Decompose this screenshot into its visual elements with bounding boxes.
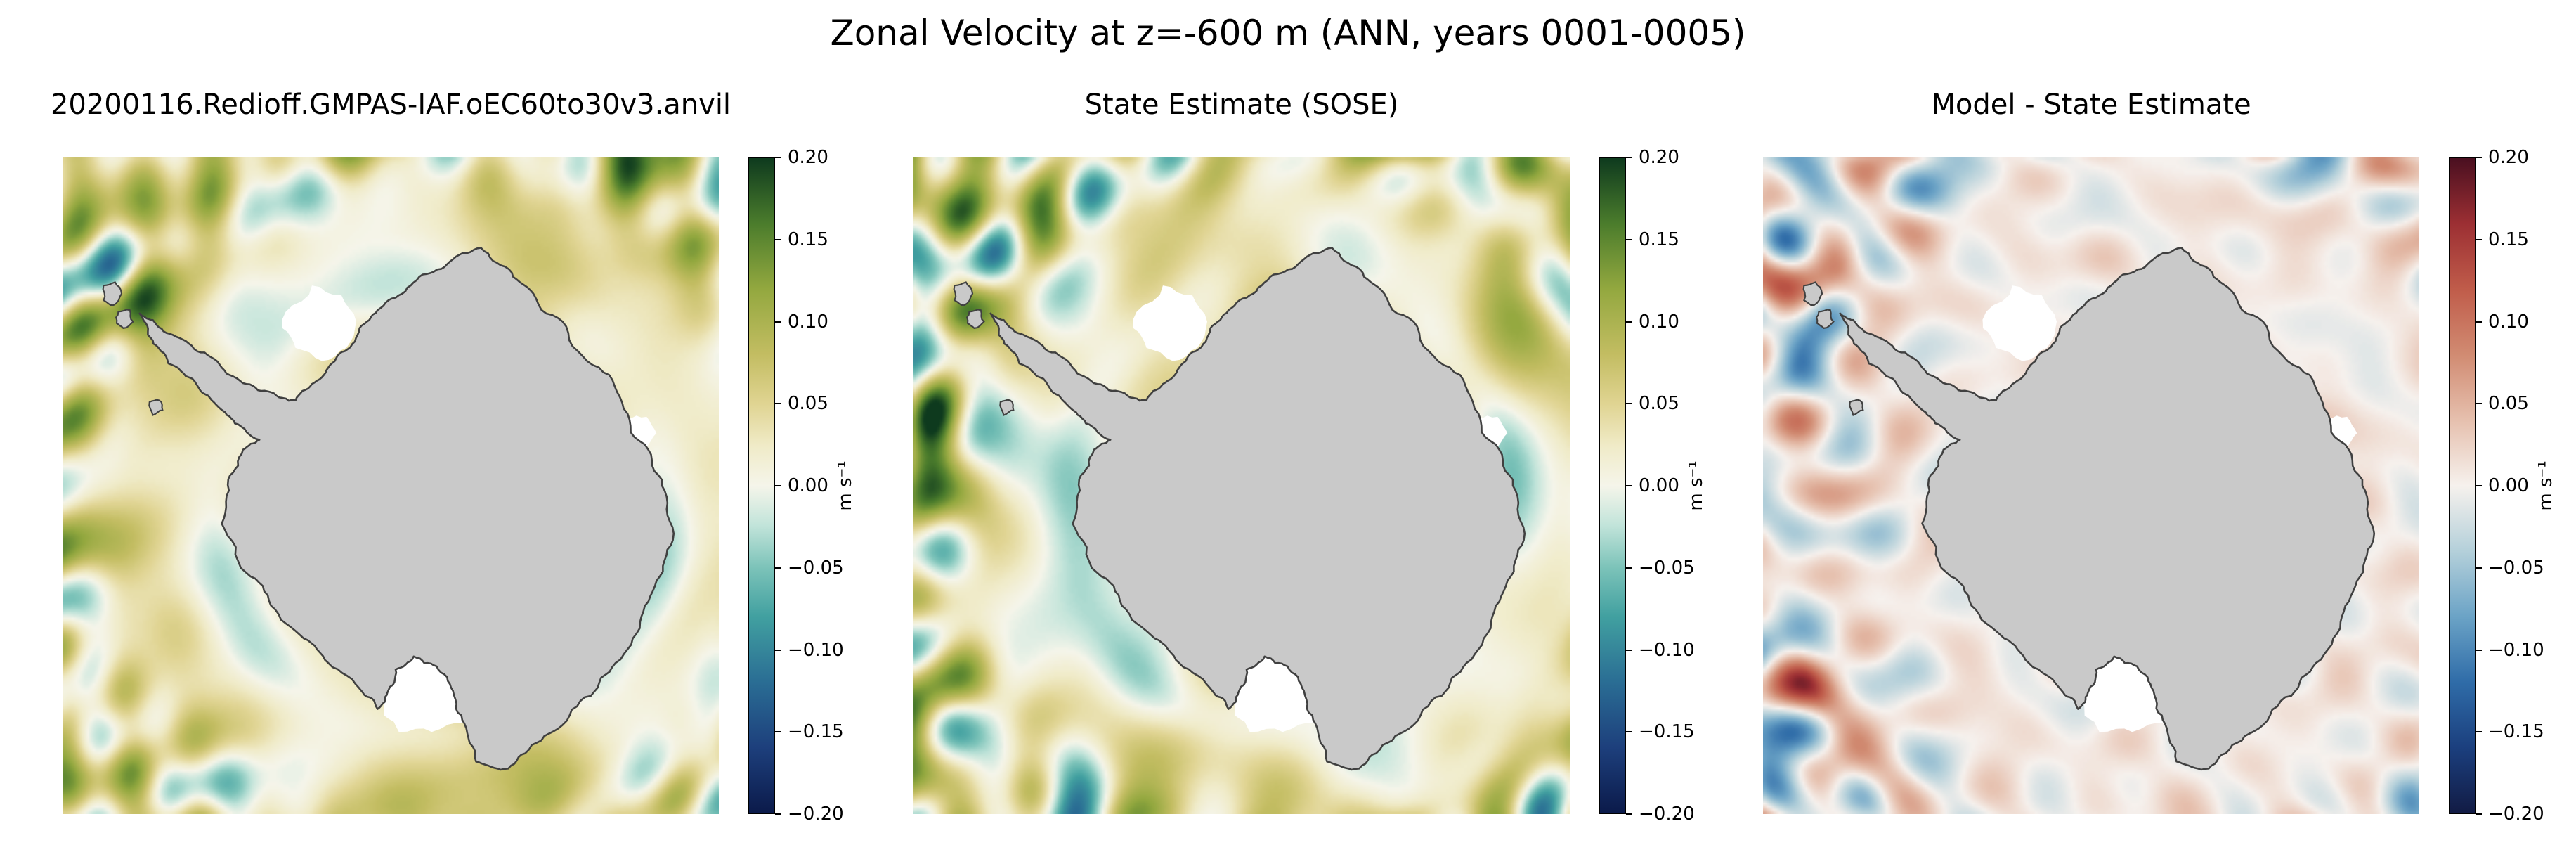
panel-model: 20200116.Redioff.GMPAS-IAF.oEC60to30v3.a… xyxy=(51,84,864,830)
colorbar-tick-label: −0.05 xyxy=(788,557,844,579)
island xyxy=(953,281,974,306)
colorbar-tick-label: 0.10 xyxy=(1639,311,1679,333)
colorbar-tickmark xyxy=(1626,567,1632,569)
antarctica-land-overlay xyxy=(953,247,1526,771)
island xyxy=(115,309,134,329)
colorbar-tickmark xyxy=(775,813,781,815)
colorbar-tick-label: −0.20 xyxy=(788,803,844,825)
colorbar-tickmark xyxy=(2476,403,2482,405)
colorbar-tick-label: 0.05 xyxy=(2488,393,2529,415)
colorbar-unit-label: m s⁻¹ xyxy=(1686,460,1707,511)
colorbar-tickmark xyxy=(1626,731,1632,733)
colorbar: m s⁻¹ 0.20 0.15 0.10 0.05 0.00 −0.05 −0.10 −0.1… xyxy=(1599,147,1719,825)
colorbar: m s⁻¹ 0.20 0.15 0.10 0.05 0.00 −0.05 −0.10 −0.1… xyxy=(748,147,868,825)
colorbar-tick-label: −0.15 xyxy=(2488,721,2544,743)
map xyxy=(63,157,719,814)
panel-sose: State Estimate (SOSE) m s⁻¹ 0.20 0.15 0.10… xyxy=(913,84,1715,830)
colorbar-tick-label: −0.05 xyxy=(1639,557,1695,579)
colorbar-tickmark xyxy=(2476,321,2482,323)
colorbar-tickmark xyxy=(775,238,781,240)
colorbar-tick-label: −0.15 xyxy=(788,721,844,743)
colorbar-tickmark xyxy=(1626,485,1632,486)
colorbar-tickmark xyxy=(1626,238,1632,240)
map xyxy=(1763,157,2419,814)
colorbar-gradient xyxy=(2449,157,2476,814)
antarctica-continent xyxy=(989,247,1526,771)
colorbar-tickmark xyxy=(1626,157,1632,158)
colorbar-tickmark xyxy=(1626,813,1632,815)
colorbar-unit-label: m s⁻¹ xyxy=(835,460,856,511)
antarctica-land-overlay xyxy=(1802,247,2376,771)
colorbar-tickmark xyxy=(2476,731,2482,733)
colorbar-tickmark xyxy=(775,403,781,405)
panel-diff: Model - State Estimate m s⁻¹ 0.20 0.15 0.1… xyxy=(1763,84,2564,830)
colorbar-tick-label: 0.05 xyxy=(1639,393,1679,415)
colorbar-tickmark xyxy=(2476,157,2482,158)
map xyxy=(913,157,1570,814)
panel-title-model: 20200116.Redioff.GMPAS-IAF.oEC60to30v3.a… xyxy=(50,89,731,121)
colorbar-tickmark xyxy=(2476,485,2482,486)
island xyxy=(148,399,164,417)
colorbar-unit-label: m s⁻¹ xyxy=(2535,460,2556,511)
colorbar-tickmark xyxy=(2476,567,2482,569)
colorbar-tick-label: 0.15 xyxy=(1639,228,1679,250)
colorbar-tickmark xyxy=(2476,649,2482,651)
colorbar-tick-label: 0.00 xyxy=(2488,475,2529,496)
colorbar-tickmark xyxy=(775,731,781,733)
island xyxy=(999,399,1015,417)
colorbar-tick-label: −0.10 xyxy=(788,639,844,661)
colorbar-tick-label: −0.20 xyxy=(1639,803,1695,825)
colorbar-tick-label: −0.20 xyxy=(2488,803,2544,825)
colorbar-tick-label: 0.20 xyxy=(788,147,828,168)
island xyxy=(102,281,123,306)
colorbar-tick-label: 0.10 xyxy=(788,311,828,333)
colorbar-tick-label: 0.00 xyxy=(1639,475,1679,496)
colorbar-tick-label: 0.05 xyxy=(788,393,828,415)
colorbar-tick-label: −0.15 xyxy=(1639,721,1695,743)
colorbar-tick-label: 0.00 xyxy=(788,475,828,496)
colorbar-tickmark xyxy=(1626,403,1632,405)
panel-title-diff: Model - State Estimate xyxy=(1931,89,2251,121)
island xyxy=(1849,399,1864,417)
colorbar: m s⁻¹ 0.20 0.15 0.10 0.05 0.00 −0.05 −0.10 −0.1… xyxy=(2449,147,2568,825)
island xyxy=(1802,281,1823,306)
ice-shelf xyxy=(1982,285,2057,361)
colorbar-tickmark xyxy=(775,157,781,158)
colorbar-tickmark xyxy=(1626,649,1632,651)
colorbar-tick-label: 0.10 xyxy=(2488,311,2529,333)
colorbar-tick-label: −0.10 xyxy=(2488,639,2544,661)
colorbar-tickmark xyxy=(775,485,781,486)
panel-title-sose: State Estimate (SOSE) xyxy=(1084,89,1399,121)
colorbar-gradient xyxy=(1599,157,1626,814)
colorbar-tick-label: 0.15 xyxy=(2488,228,2529,250)
colorbar-tickmark xyxy=(2476,813,2482,815)
colorbar-tick-label: 0.15 xyxy=(788,228,828,250)
colorbar-tick-label: −0.05 xyxy=(2488,557,2544,579)
antarctica-land-overlay xyxy=(102,247,675,771)
ice-shelf xyxy=(282,285,356,361)
colorbar-tickmark xyxy=(1626,321,1632,323)
island xyxy=(1815,309,1835,329)
island xyxy=(965,309,985,329)
colorbar-tickmark xyxy=(775,321,781,323)
colorbar-tickmark xyxy=(775,649,781,651)
ice-shelf xyxy=(1133,285,1207,361)
colorbar-tick-label: −0.10 xyxy=(1639,639,1695,661)
antarctica-continent xyxy=(138,247,675,771)
antarctica-continent xyxy=(1839,247,2376,771)
colorbar-tickmark xyxy=(2476,238,2482,240)
colorbar-tick-label: 0.20 xyxy=(1639,147,1679,168)
colorbar-tickmark xyxy=(775,567,781,569)
colorbar-gradient xyxy=(748,157,775,814)
figure-title: Zonal Velocity at z=-600 m (ANN, years 0… xyxy=(830,13,1746,53)
colorbar-tick-label: 0.20 xyxy=(2488,147,2529,168)
